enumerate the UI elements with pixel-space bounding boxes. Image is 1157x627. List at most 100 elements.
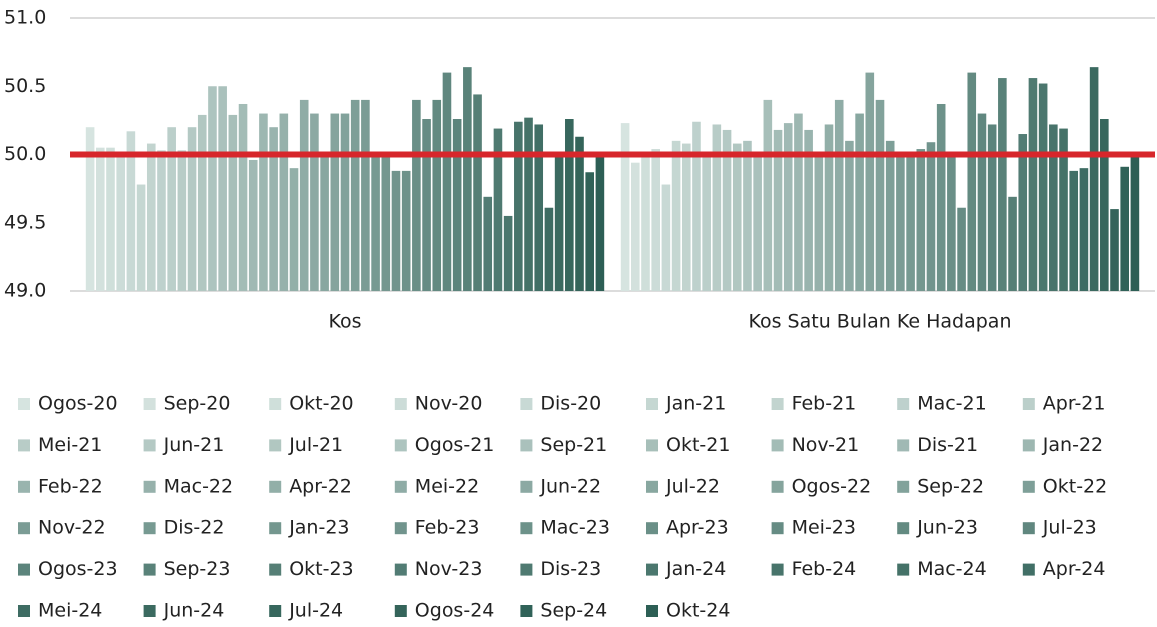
bar bbox=[957, 207, 966, 291]
bar bbox=[1059, 128, 1068, 291]
bar bbox=[641, 154, 650, 291]
bar bbox=[875, 99, 885, 292]
bar bbox=[452, 119, 462, 291]
bar bbox=[310, 113, 319, 291]
y-tick-label: 49.5 bbox=[4, 211, 46, 233]
legend-label: Dis-20 bbox=[540, 393, 601, 415]
bar bbox=[259, 113, 268, 291]
legend-swatch bbox=[520, 439, 533, 452]
bar bbox=[763, 99, 773, 292]
bar bbox=[412, 99, 421, 292]
bar bbox=[514, 121, 523, 292]
legend-swatch bbox=[18, 398, 30, 410]
legend-label: Ogos-22 bbox=[792, 475, 872, 497]
legend-swatch bbox=[897, 439, 910, 452]
bar bbox=[1008, 196, 1017, 291]
bar bbox=[585, 172, 595, 291]
legend-label: Apr-22 bbox=[289, 475, 352, 497]
bar bbox=[681, 143, 691, 291]
legend-swatch bbox=[394, 605, 407, 617]
legend-swatch bbox=[646, 563, 658, 576]
legend-swatch bbox=[269, 398, 282, 410]
legend-label: Sep-22 bbox=[917, 475, 984, 497]
bar bbox=[269, 127, 278, 291]
legend-label: Mac-24 bbox=[917, 558, 987, 580]
bar bbox=[228, 114, 238, 291]
legend-swatch bbox=[269, 480, 282, 493]
legend-label: Sep-20 bbox=[164, 393, 231, 415]
legend-label: Jun-21 bbox=[163, 434, 225, 456]
legend-label: Mei-23 bbox=[792, 517, 856, 539]
legend-label: Nov-20 bbox=[415, 393, 483, 415]
legend-label: Jan-22 bbox=[1042, 434, 1103, 456]
bar bbox=[361, 99, 370, 292]
legend-label: Jan-21 bbox=[665, 393, 726, 415]
bar bbox=[630, 162, 640, 291]
bar bbox=[106, 147, 115, 291]
legend-swatch bbox=[1022, 563, 1035, 576]
legend-swatch bbox=[18, 480, 30, 493]
legend-swatch bbox=[18, 605, 30, 617]
bar bbox=[783, 123, 793, 291]
legend-swatch bbox=[143, 522, 156, 535]
legend-label: Sep-23 bbox=[164, 558, 231, 580]
bar bbox=[432, 99, 442, 292]
legend-swatch bbox=[394, 398, 407, 410]
bar bbox=[712, 124, 722, 291]
legend-swatch bbox=[394, 439, 407, 452]
bar bbox=[722, 129, 732, 291]
legend-label: Jul-23 bbox=[1042, 517, 1097, 539]
bar bbox=[773, 129, 783, 291]
legend-label: Mei-24 bbox=[38, 600, 102, 622]
bar bbox=[565, 119, 574, 291]
bar bbox=[524, 117, 533, 292]
bar bbox=[1089, 67, 1099, 291]
legend-swatch bbox=[269, 605, 282, 617]
legend-swatch bbox=[394, 563, 407, 576]
bar bbox=[371, 154, 380, 291]
legend-label: Mac-22 bbox=[164, 475, 234, 497]
bar bbox=[702, 154, 711, 291]
legend-swatch bbox=[394, 480, 407, 493]
legend-swatch bbox=[18, 522, 30, 535]
bar bbox=[1079, 168, 1089, 291]
legend-label: Sep-21 bbox=[540, 434, 607, 456]
legend-label: Okt-23 bbox=[289, 558, 353, 580]
bar bbox=[1130, 154, 1140, 291]
bar bbox=[401, 170, 411, 291]
bar bbox=[753, 154, 762, 291]
x-tick-label: Kos bbox=[328, 311, 361, 333]
legend-label: Okt-24 bbox=[666, 600, 730, 622]
legend-swatch bbox=[646, 605, 658, 617]
bar bbox=[575, 136, 584, 291]
bar bbox=[896, 154, 905, 291]
bar bbox=[1069, 170, 1079, 291]
bar bbox=[1018, 134, 1028, 291]
legend-label: Feb-23 bbox=[415, 517, 480, 539]
bar bbox=[146, 143, 156, 291]
bar bbox=[320, 154, 329, 291]
legend-swatch bbox=[520, 480, 533, 493]
bar bbox=[1120, 166, 1130, 291]
legend-label: Feb-22 bbox=[38, 475, 103, 497]
bar bbox=[1049, 124, 1058, 291]
bar bbox=[157, 150, 166, 291]
bar bbox=[463, 67, 472, 291]
y-tick-label: 50.0 bbox=[4, 143, 46, 165]
bar bbox=[824, 124, 834, 291]
bar bbox=[422, 119, 431, 291]
bar bbox=[238, 103, 248, 292]
legend-swatch bbox=[143, 605, 156, 617]
legend-label: Jul-22 bbox=[665, 475, 720, 497]
bar bbox=[732, 143, 742, 291]
legend-label: Jun-22 bbox=[539, 475, 601, 497]
legend-label: Nov-22 bbox=[38, 517, 106, 539]
bar bbox=[845, 140, 854, 291]
legend-swatch bbox=[771, 480, 784, 493]
bar bbox=[885, 140, 895, 291]
bar bbox=[692, 121, 701, 292]
legend-label: Dis-22 bbox=[164, 517, 225, 539]
legend-swatch bbox=[1022, 439, 1035, 452]
legend-swatch bbox=[771, 439, 784, 452]
